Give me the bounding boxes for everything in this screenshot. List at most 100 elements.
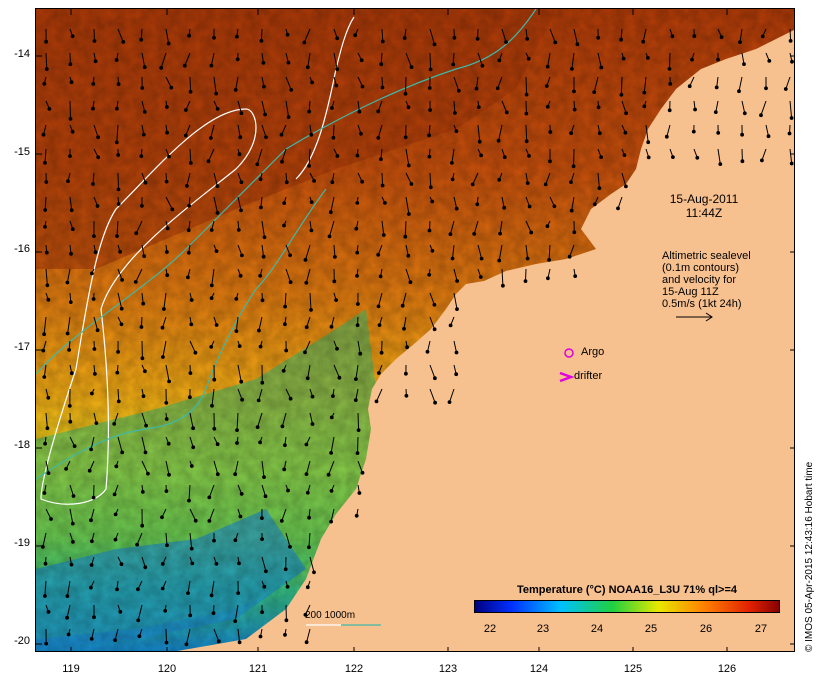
lon-label-124: 124 [529, 663, 549, 675]
velocity-arrow-head [304, 280, 309, 285]
velocity-arrow-head [646, 56, 650, 60]
velocity-arrow-head [284, 348, 289, 353]
velocity-arrow-head [599, 65, 604, 70]
velocity-arrow-head [43, 224, 47, 229]
velocity-arrow-head [261, 61, 266, 65]
lon-label-119: 119 [62, 663, 80, 675]
velocity-arrow-head [42, 332, 47, 337]
velocity-arrow-head [335, 346, 339, 351]
velocity-arrow-head [215, 211, 220, 215]
velocity-arrow-head [46, 471, 51, 476]
velocity-arrow-head [239, 111, 244, 116]
velocity-arrow-head [376, 135, 381, 140]
velocity-arrow [453, 100, 456, 114]
velocity-arrow [405, 268, 411, 283]
velocity-arrow-head [161, 355, 165, 359]
velocity-arrow [738, 76, 743, 92]
velocity-arrow-head [71, 540, 75, 544]
velocity-arrow-head [70, 227, 75, 232]
velocity-arrow-head [381, 233, 386, 237]
velocity-arrow [66, 268, 71, 283]
velocity-arrow [666, 124, 671, 137]
lon-label-125: 125 [623, 663, 643, 675]
velocity-arrow [309, 292, 312, 310]
velocity-arrow-head [140, 204, 144, 208]
velocity-arrow-head [307, 515, 312, 520]
velocity-arrow [117, 388, 120, 402]
velocity-arrow-head [164, 179, 169, 184]
velocity-arrow-head [545, 224, 550, 229]
velocity-arrow-head [592, 90, 597, 95]
velocity-arrow [501, 28, 507, 43]
velocity-arrow-head [71, 494, 76, 498]
velocity-arrow-head [96, 135, 100, 140]
velocity-arrow [429, 172, 432, 188]
velocity-arrow-head [400, 303, 405, 308]
velocity-arrow-head [476, 105, 481, 109]
lat-label-18: -18 [14, 439, 30, 451]
velocity-arrow-head [329, 415, 334, 420]
velocity-arrow-head [312, 570, 316, 575]
velocity-arrow-head [548, 130, 553, 134]
velocity-arrow-head [288, 396, 293, 401]
velocity-arrow [593, 76, 599, 93]
velocity-arrow [117, 268, 123, 281]
velocity-arrow [498, 244, 503, 261]
velocity-arrow-head [406, 163, 411, 168]
velocity-arrow-head [94, 421, 99, 426]
velocity-arrow-head [116, 399, 121, 404]
velocity-arrow [717, 148, 721, 165]
velocity-arrow-head [360, 84, 365, 89]
legend-tick-22: 22 [483, 623, 497, 635]
lat-label-19: -19 [14, 537, 30, 549]
velocity-arrow [257, 412, 263, 428]
velocity-arrow-head [68, 154, 72, 159]
velocity-arrow [525, 76, 528, 95]
velocity-arrow-head [259, 38, 264, 43]
velocity-arrow [573, 28, 578, 45]
lon-label-123: 123 [438, 663, 458, 675]
velocity-arrow-head [47, 107, 52, 111]
velocity-arrow-head [623, 130, 628, 135]
velocity-arrow [739, 28, 743, 43]
velocity-arrow [44, 580, 47, 597]
velocity-arrow-head [714, 85, 719, 90]
velocity-arrow [498, 124, 503, 141]
velocity-arrow-head [379, 62, 384, 67]
velocity-arrow-head [165, 250, 169, 254]
velocity-arrow-head [642, 104, 647, 109]
velocity-arrow-head [569, 180, 573, 185]
velocity-arrow-head [262, 475, 266, 480]
velocity-arrow-head [144, 423, 148, 428]
velocity-arrow-head [215, 472, 220, 477]
velocity-arrow [237, 388, 243, 400]
velocity-arrow-head [260, 298, 265, 303]
velocity-arrow [453, 268, 458, 282]
velocity-arrow [141, 412, 147, 426]
velocity-arrow-head [284, 618, 289, 623]
velocity-arrow [377, 124, 383, 139]
velocity-arrow-head [139, 325, 144, 329]
velocity-arrow-head [354, 377, 358, 382]
velocity-arrow-head [89, 563, 94, 567]
velocity-arrow [281, 148, 287, 162]
altimetry-line-5: 0.5m/s (1kt 24h) [662, 298, 742, 310]
velocity-arrow [163, 292, 167, 310]
velocity-arrow [405, 172, 412, 185]
velocity-arrow [141, 436, 146, 453]
velocity-arrow-head [207, 519, 212, 523]
velocity-arrow-head [789, 161, 794, 166]
velocity-arrow-head [236, 591, 241, 595]
velocity-arrow [547, 52, 551, 67]
velocity-arrow-head [667, 108, 672, 113]
velocity-arrow-head [719, 35, 724, 40]
velocity-arrow-head [428, 67, 433, 72]
velocity-arrow-head [668, 82, 673, 86]
velocity-arrow [141, 460, 149, 474]
velocity-arrow-head [209, 63, 214, 68]
velocity-arrow-head [453, 111, 457, 115]
velocity-arrow [189, 76, 192, 92]
velocity-arrow-head [41, 348, 46, 353]
velocity-arrow-head [46, 395, 51, 400]
velocity-arrow-head [239, 379, 244, 384]
